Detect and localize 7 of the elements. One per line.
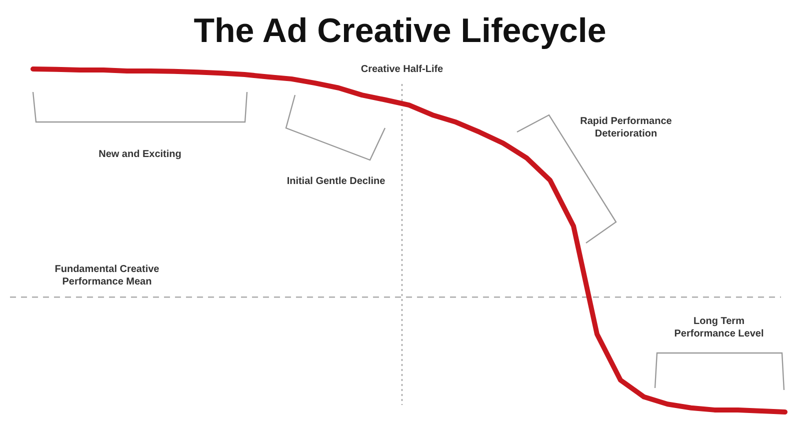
chart-title: The Ad Creative Lifecycle [194, 12, 606, 50]
annotation: Rapid Performance Deterioration [580, 116, 672, 140]
annotation: Long Term Performance Level [674, 316, 764, 340]
annotation: Initial Gentle Decline [286, 176, 386, 187]
annotation: Creative Half-Life [360, 64, 444, 75]
ref-line-label: Fundamental Creative Performance Mean [54, 264, 160, 288]
annotation: New and Exciting [98, 149, 182, 160]
